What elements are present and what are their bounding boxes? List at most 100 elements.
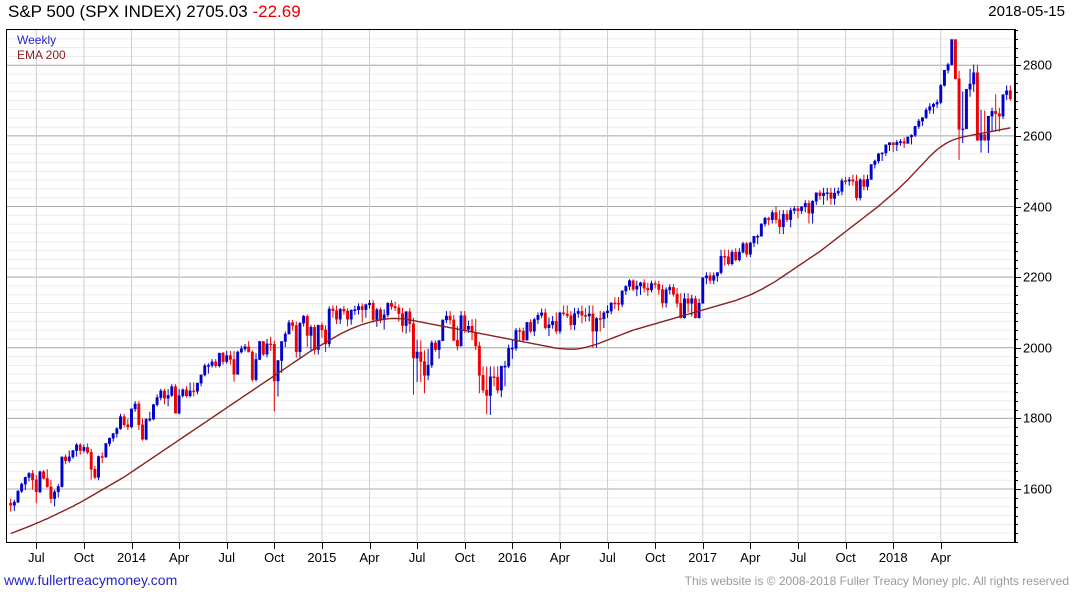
chart-title-bar: S&P 500 (SPX INDEX) 2705.03 -22.69 2018-… — [0, 0, 1075, 28]
y-tick-major — [1015, 135, 1021, 137]
y-tick-minor — [1015, 286, 1018, 287]
y-tick-minor — [1015, 480, 1018, 482]
y-tick-minor — [1015, 303, 1018, 305]
y-tick-minor — [1015, 91, 1018, 93]
x-tick — [798, 543, 799, 549]
x-axis-label: Oct — [264, 550, 285, 565]
y-axis-label: 2200 — [1023, 269, 1052, 285]
y-tick-minor — [1015, 542, 1018, 543]
x-tick — [559, 543, 561, 549]
x-axis-label: Jul — [408, 550, 426, 565]
price-change: -22.69 — [252, 2, 301, 21]
y-tick-minor — [1015, 471, 1018, 473]
x-axis-label: 2017 — [688, 550, 718, 565]
x-axis-label: Oct — [454, 550, 475, 565]
y-axis-label: 2000 — [1023, 340, 1052, 356]
y-tick-minor — [1015, 321, 1018, 323]
instrument-name: S&P 500 (SPX INDEX) — [8, 2, 182, 21]
y-tick-minor — [1015, 294, 1018, 296]
y-tick-major — [1015, 65, 1021, 67]
x-axis-label: Apr — [549, 550, 571, 565]
y-tick-minor — [1015, 365, 1018, 367]
y-tick-minor — [1015, 83, 1018, 84]
y-tick-minor — [1015, 215, 1018, 217]
y-tick-minor — [1015, 409, 1018, 411]
y-tick-minor — [1015, 30, 1018, 31]
y-axis-label: 1600 — [1023, 481, 1052, 497]
y-tick-minor — [1015, 524, 1018, 526]
y-tick-minor — [1015, 171, 1018, 173]
y-tick-minor — [1015, 74, 1018, 76]
x-tick — [655, 543, 657, 549]
x-tick — [369, 543, 371, 549]
major-gridlines — [7, 30, 1014, 542]
y-tick-minor — [1015, 506, 1018, 508]
y-axis: 1600 1800 2000 2200 2400 2600 2800 — [1015, 29, 1075, 543]
x-tick — [750, 543, 752, 549]
x-axis-label: Oct — [644, 550, 666, 565]
x-tick — [321, 543, 323, 549]
y-tick-minor — [1015, 233, 1018, 234]
y-tick-minor — [1015, 197, 1018, 199]
y-tick-minor — [1015, 56, 1018, 58]
x-tick — [417, 543, 419, 549]
minor-gridlines — [7, 30, 1014, 542]
x-axis: Jul Oct 2014 Apr Jul Oct 2015 Apr Jul Oct 2016 Apr J… — [6, 543, 1015, 569]
x-axis-label: Apr — [740, 550, 761, 565]
x-tick — [893, 543, 895, 549]
y-tick-major — [1015, 489, 1021, 490]
y-tick-minor — [1015, 453, 1018, 455]
copyright-notice: This website is © 2008-2018 Fuller Treac… — [684, 574, 1069, 588]
candlestick-series — [9, 39, 1012, 512]
y-tick-minor — [1015, 162, 1018, 164]
y-tick-minor — [1015, 383, 1018, 385]
x-tick — [274, 543, 276, 549]
y-tick-minor — [1015, 436, 1018, 438]
y-tick-minor — [1015, 38, 1018, 40]
y-tick-minor — [1015, 180, 1018, 182]
y-axis-label: 2600 — [1023, 128, 1052, 144]
y-tick-minor — [1015, 391, 1018, 393]
y-tick-minor — [1015, 515, 1018, 517]
x-axis-label: Oct — [835, 550, 856, 565]
y-tick-major — [1015, 347, 1021, 349]
x-tick — [940, 543, 942, 549]
y-tick-minor — [1015, 100, 1018, 102]
x-axis-label: 2015 — [307, 550, 337, 565]
x-axis-label: Apr — [359, 550, 380, 565]
y-tick-minor — [1015, 330, 1018, 332]
y-tick-minor — [1015, 241, 1018, 243]
y-tick-minor — [1015, 250, 1018, 252]
x-tick — [607, 543, 609, 549]
x-axis-label: 2016 — [497, 550, 527, 565]
x-axis-label: Jul — [599, 550, 616, 565]
y-tick-minor — [1015, 462, 1018, 464]
chart-footer: www.fullertreacymoney.com This website i… — [0, 572, 1075, 594]
y-tick-minor — [1015, 374, 1018, 376]
y-tick-minor — [1015, 153, 1018, 155]
y-axis-label: 2400 — [1023, 199, 1052, 215]
quote-date: 2018-05-15 — [988, 3, 1065, 20]
price-series-svg — [7, 30, 1014, 542]
y-tick-minor — [1015, 109, 1018, 111]
y-tick-minor — [1015, 497, 1018, 499]
x-tick — [845, 543, 847, 549]
y-tick-minor — [1015, 259, 1018, 261]
y-tick-minor — [1015, 312, 1018, 314]
x-tick — [464, 543, 466, 549]
y-tick-minor — [1015, 400, 1018, 402]
x-tick — [512, 543, 514, 549]
y-tick-minor — [1015, 427, 1018, 429]
plot-area[interactable]: Weekly EMA 200 — [6, 29, 1015, 543]
y-tick-minor — [1015, 47, 1018, 49]
x-tick — [36, 543, 38, 549]
instrument-title: S&P 500 (SPX INDEX) 2705.03 -22.69 — [8, 2, 301, 22]
y-tick-major — [1015, 206, 1021, 208]
x-axis-label: 2014 — [117, 550, 146, 565]
y-tick-minor — [1015, 356, 1018, 358]
website-link[interactable]: www.fullertreacymoney.com — [4, 572, 178, 588]
y-tick-minor — [1015, 444, 1018, 446]
y-tick-major — [1015, 418, 1021, 420]
y-tick-minor — [1015, 224, 1018, 226]
